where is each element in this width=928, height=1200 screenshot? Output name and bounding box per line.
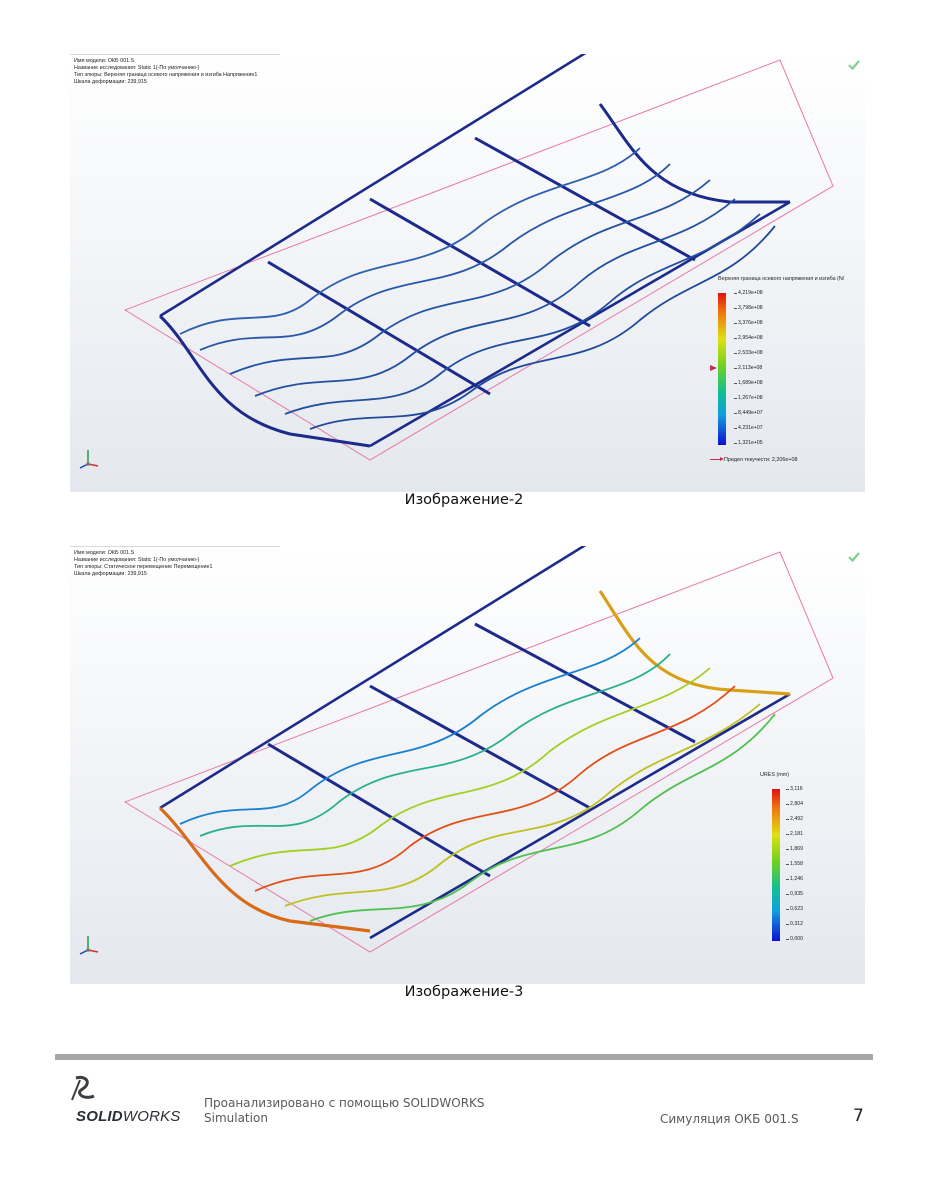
figure-caption: Изображение-3 xyxy=(404,984,524,1000)
study-info: Имя модели: ОКБ 001.S Название исследова… xyxy=(70,546,280,578)
legend-tick: 1,246 xyxy=(786,876,803,882)
footer-simulation-name: Симуляция ОКБ 001.S xyxy=(660,1112,799,1126)
solidworks-wordmark: SOLIDWORKS xyxy=(76,1108,181,1125)
info-plot-type: Тип эпюры: Верхняя граница осевого напря… xyxy=(74,72,258,78)
legend-tick: 3,116 xyxy=(786,786,803,792)
displacement-frame-model xyxy=(123,546,834,953)
legend-tick: 1,267e+08 xyxy=(734,395,763,401)
info-deformation-scale: Шкала деформации: 239,915 xyxy=(74,571,147,577)
legend-tick: 4,231e+07 xyxy=(734,425,763,431)
yield-marker-icon xyxy=(710,365,717,371)
info-study-name: Название исследования: Static 1(-По умол… xyxy=(74,65,200,71)
footer-line-2: Simulation xyxy=(204,1111,268,1125)
info-deformation-scale: Шкала деформации: 239,915 xyxy=(74,79,147,85)
stress-colorbar xyxy=(718,293,726,445)
info-plot-type: Тип эпюры: Статическое перемещение Перем… xyxy=(74,564,213,570)
legend-tick: 1,869 xyxy=(786,846,803,852)
study-info: Имя модели: ОКБ 001.S Название исследова… xyxy=(70,54,280,86)
info-model-name: Имя модели: ОКБ 001.S xyxy=(74,550,135,556)
legend-tick: 8,449e+07 xyxy=(734,410,763,416)
stress-frame-model xyxy=(123,54,834,461)
footer-analysis-note: Проанализировано с помощью SOLIDWORKS Si… xyxy=(204,1096,485,1126)
legend-tick: 2,954e+08 xyxy=(734,335,763,341)
info-divider xyxy=(70,54,280,55)
displacement-plot-image: Имя модели: ОКБ 001.S Название исследова… xyxy=(70,546,865,984)
checkmark-icon xyxy=(847,58,861,72)
legend-tick: 1,321e+05 xyxy=(734,440,763,446)
legend-tick: 1,558 xyxy=(786,861,803,867)
page-number: 7 xyxy=(853,1106,864,1126)
legend-tick: 0,312 xyxy=(786,921,803,927)
wordmark-bold: SOLID xyxy=(76,1108,123,1125)
legend-tick: 0,623 xyxy=(786,906,803,912)
yield-strength: Предел текучести: 2,206e+08 xyxy=(710,457,798,463)
footer-divider xyxy=(55,1054,873,1060)
legend-tick: 3,376e+08 xyxy=(734,320,763,326)
legend-tick: 3,798e+08 xyxy=(734,305,763,311)
displacement-colorbar xyxy=(772,789,780,941)
solidworks-logo: SOLIDWORKS xyxy=(62,1074,192,1132)
info-model-name: Имя модели: ОКБ 001.S xyxy=(74,58,135,64)
yield-label: Предел текучести: 2,206e+08 xyxy=(724,457,798,463)
legend-title: URES (mm) xyxy=(760,772,790,778)
arrow-icon xyxy=(710,457,724,462)
info-study-name: Название исследования: Static 1(-По умол… xyxy=(74,557,200,563)
axis-triad-icon xyxy=(79,936,99,955)
legend-tick: 2,113e+08 xyxy=(733,365,763,371)
footer-line-1: Проанализировано с помощью SOLIDWORKS xyxy=(204,1096,485,1110)
legend-tick: 4,219e+08 xyxy=(734,290,763,296)
legend-tick: 2,804 xyxy=(786,801,803,807)
legend-tick: 0,935 xyxy=(786,891,803,897)
wordmark-thin: WORKS xyxy=(122,1108,181,1125)
figure-caption: Изображение-2 xyxy=(404,492,524,508)
legend-tick: 2,181 xyxy=(786,831,803,837)
legend-tick: 0,000 xyxy=(786,936,803,942)
legend-tick: 2,492 xyxy=(786,816,803,822)
axis-triad-icon xyxy=(79,450,99,469)
info-divider xyxy=(70,546,280,547)
legend-tick: 2,533e+08 xyxy=(734,350,763,356)
stress-plot-image: Имя модели: ОКБ 001.S Название исследова… xyxy=(70,54,865,492)
legend-tick: 1,689e+08 xyxy=(734,380,763,386)
checkmark-icon xyxy=(847,550,861,564)
legend-title: Верхняя граница осевого напряжения и изг… xyxy=(718,276,845,282)
ds-logo-icon xyxy=(71,1076,95,1101)
